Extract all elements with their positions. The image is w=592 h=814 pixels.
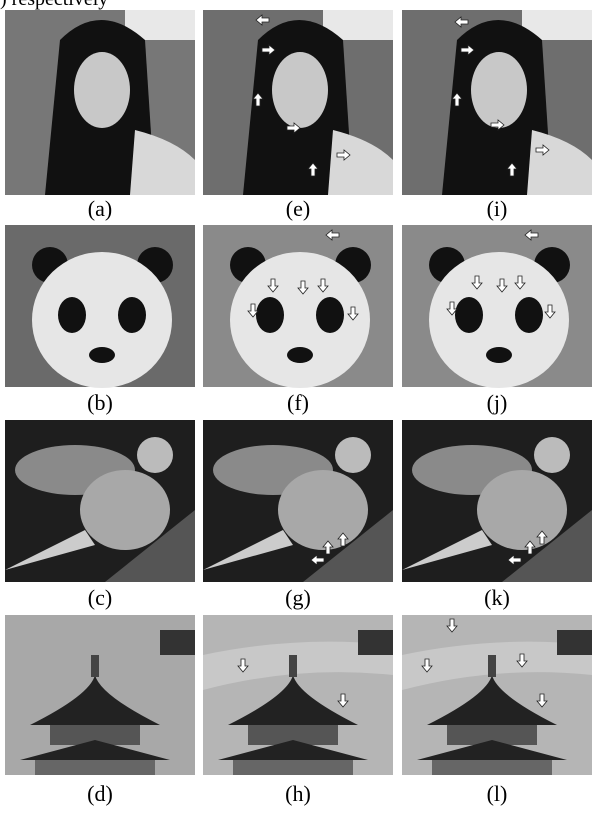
image-panel <box>203 225 393 388</box>
eye-patch <box>316 297 344 333</box>
body <box>477 470 567 550</box>
eye-patch <box>515 297 543 333</box>
nose <box>486 347 512 363</box>
eye-patch <box>455 297 483 333</box>
image-panel <box>5 420 195 582</box>
face <box>471 52 527 128</box>
face <box>74 52 130 128</box>
eave <box>557 630 592 655</box>
caption: (c) <box>88 585 112 610</box>
nose <box>287 347 313 363</box>
body <box>80 470 170 550</box>
caption: (d) <box>87 781 113 806</box>
figure: (a) (e) (i) (b) (f) (j) (c) (g) (k) (d) (h) (l) <box>0 0 592 814</box>
image-panel <box>5 10 195 195</box>
head <box>534 437 570 473</box>
eave <box>160 630 195 655</box>
tier <box>35 760 155 775</box>
image-panel <box>402 225 592 388</box>
image-panel <box>203 420 393 582</box>
head <box>230 252 370 388</box>
nose <box>89 347 115 363</box>
image-panel <box>402 420 592 582</box>
caption: (h) <box>285 781 311 806</box>
image-panel <box>402 615 592 775</box>
caption: (j) <box>487 390 508 415</box>
spire <box>91 655 99 677</box>
head <box>335 437 371 473</box>
spire <box>289 655 297 677</box>
head <box>429 252 569 388</box>
caption: (g) <box>285 585 311 610</box>
tier <box>432 760 552 775</box>
image-panel <box>203 10 393 195</box>
caption: (a) <box>88 196 112 221</box>
caption: (i) <box>487 196 508 221</box>
page: ) respectively (a)(e)(i)(b)(f)(j)(c)(g)(… <box>0 0 592 814</box>
image-panel <box>203 615 393 775</box>
caption: (l) <box>487 781 508 806</box>
eave <box>358 630 393 655</box>
eye-patch <box>118 297 146 333</box>
eye-patch <box>256 297 284 333</box>
eye-patch <box>58 297 86 333</box>
image-panel <box>5 615 195 775</box>
image-panel <box>402 10 592 195</box>
caption: (e) <box>286 196 310 221</box>
body <box>278 470 368 550</box>
head <box>137 437 173 473</box>
image-panel <box>5 225 195 388</box>
tier <box>233 760 353 775</box>
spire <box>488 655 496 677</box>
head <box>32 252 172 388</box>
caption: (k) <box>484 585 510 610</box>
caption: (f) <box>287 390 309 415</box>
face <box>272 52 328 128</box>
caption: (b) <box>87 390 113 415</box>
